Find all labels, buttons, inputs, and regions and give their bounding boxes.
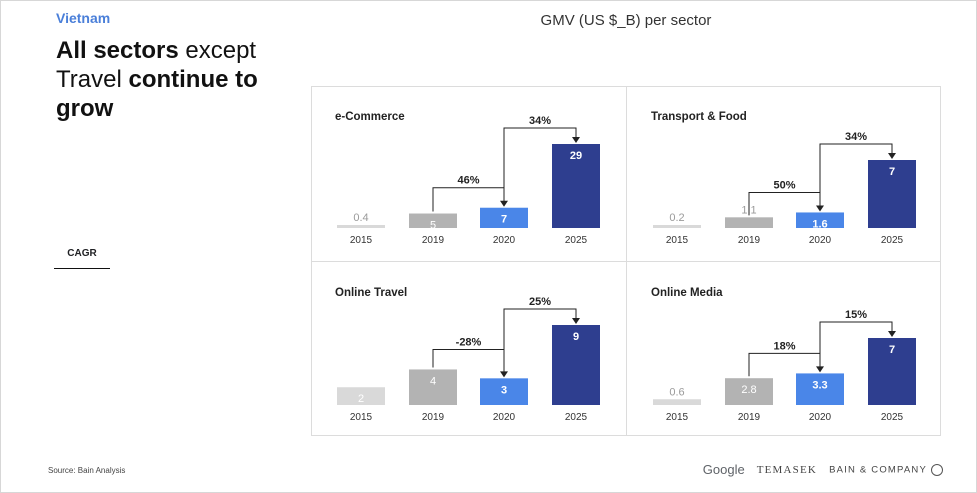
- cagr-label: -28%: [456, 336, 482, 348]
- year-tick-label: 2025: [881, 235, 904, 246]
- year-tick-label: 2019: [422, 235, 445, 246]
- cagr-arrowhead: [888, 153, 896, 159]
- cagr-label: 46%: [457, 175, 479, 187]
- year-tick-label: 2015: [350, 412, 373, 423]
- bar-2019: [409, 213, 457, 228]
- value-label: 3.3: [812, 379, 827, 391]
- value-label: 9: [573, 331, 579, 343]
- bar-2019: [725, 378, 773, 405]
- value-label: 2: [358, 393, 364, 405]
- bar-2019: [725, 217, 773, 228]
- value-label: 4: [430, 375, 436, 387]
- bar-2015: [337, 225, 385, 228]
- value-label: 0.6: [669, 386, 684, 398]
- year-tick-label: 2025: [565, 235, 588, 246]
- cagr-label: 50%: [773, 179, 795, 191]
- value-label: 29: [570, 150, 582, 162]
- cagr-connector: [503, 308, 577, 377]
- temasek-logo: TEMASEK: [756, 463, 818, 476]
- cagr-label: 18%: [773, 340, 795, 352]
- cagr-legend-label: CAGR: [54, 248, 110, 269]
- year-tick-label: 2020: [809, 235, 832, 246]
- year-tick-label: 2020: [809, 412, 832, 423]
- value-label: 0.4: [353, 212, 368, 224]
- bain-logo-text: BAIN & COMPANY: [829, 464, 927, 476]
- cagr-connector: [748, 352, 821, 377]
- year-tick-label: 2015: [350, 235, 373, 246]
- bar-2020: [480, 207, 528, 228]
- panel-title: Transport & Food: [651, 111, 747, 123]
- cagr-connector: [819, 143, 893, 211]
- bar-2020: [796, 212, 844, 228]
- year-tick-label: 2015: [666, 235, 689, 246]
- chart-subtitle: GMV (US $_B) per sector: [540, 12, 712, 29]
- year-tick-label: 2025: [881, 412, 904, 423]
- bar-2020: [796, 373, 844, 405]
- cagr-label: 25%: [529, 296, 551, 308]
- panel-title: Online Media: [651, 287, 723, 299]
- year-tick-label: 2019: [738, 235, 761, 246]
- year-tick-label: 2020: [493, 235, 516, 246]
- bain-logo: BAIN & COMPANY: [829, 463, 943, 476]
- panel-title: Online Travel: [335, 287, 407, 299]
- cagr-connector: [748, 191, 821, 216]
- cagr-arrowhead: [572, 318, 580, 324]
- bar-2020: [480, 378, 528, 405]
- value-label: 5: [430, 220, 436, 232]
- value-label: 0.2: [669, 212, 684, 224]
- cagr-arrowhead: [888, 331, 896, 337]
- cagr-connector: [503, 127, 577, 206]
- title-normal-2: Travel: [56, 66, 122, 93]
- year-tick-label: 2025: [565, 412, 588, 423]
- year-tick-label: 2015: [666, 412, 689, 423]
- value-label: 7: [501, 214, 507, 226]
- grid-horizontal-divider: [311, 261, 941, 262]
- panel-title: e-Commerce: [335, 111, 405, 123]
- bar-2025: [868, 338, 916, 405]
- bain-mark-icon: [931, 463, 943, 476]
- cagr-label: 34%: [845, 131, 867, 143]
- title-normal-1: except: [185, 37, 257, 64]
- year-tick-label: 2019: [738, 412, 761, 423]
- bar-2015: [653, 225, 701, 228]
- cagr-connector: [432, 348, 505, 373]
- year-tick-label: 2019: [422, 412, 445, 423]
- value-label: 7: [889, 166, 895, 178]
- cagr-label: 34%: [529, 115, 551, 127]
- value-label: 1.6: [812, 218, 827, 230]
- source-note: Source: Bain Analysis: [48, 466, 126, 475]
- footer-logos: Google TEMASEK BAIN & COMPANY: [703, 462, 943, 477]
- slide-title: All sectors except Travel continue to gr…: [56, 36, 316, 123]
- bar-2025: [868, 160, 916, 228]
- cagr-label: 15%: [845, 309, 867, 321]
- year-tick-label: 2020: [493, 412, 516, 423]
- title-bold-1: All sectors: [56, 37, 179, 64]
- bar-2019: [409, 369, 457, 405]
- google-logo: Google: [702, 462, 745, 477]
- title-bold-2: continue to grow: [56, 66, 258, 122]
- cagr-arrowhead: [572, 137, 580, 143]
- country-label: Vietnam: [56, 10, 111, 26]
- bar-2025: [552, 144, 600, 228]
- bar-2015: [337, 387, 385, 405]
- value-label: 7: [889, 344, 895, 356]
- value-label: 2.8: [741, 384, 756, 396]
- value-label: 3: [501, 384, 507, 396]
- cagr-connector: [819, 321, 893, 372]
- bar-2015: [653, 399, 701, 405]
- bar-2025: [552, 325, 600, 405]
